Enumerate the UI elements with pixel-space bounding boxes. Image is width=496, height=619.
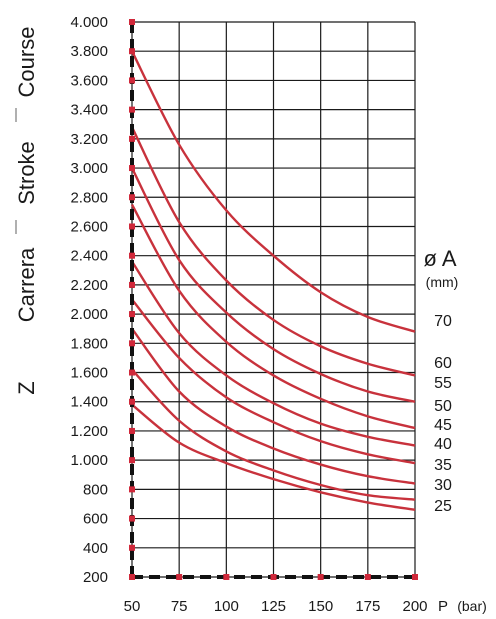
y-tick-label: 3.600	[70, 72, 108, 89]
x-axis-marker	[412, 574, 418, 580]
x-axis-marker	[317, 574, 324, 580]
y-tick-label: 1.000	[70, 452, 108, 469]
curve-series-25	[131, 403, 416, 512]
y-tick-label: 2.600	[70, 218, 108, 235]
series-label-60: 60	[434, 355, 452, 372]
curve-series-45	[130, 260, 416, 447]
x-tick-label: 175	[355, 598, 380, 615]
y-axis-marker	[129, 398, 135, 405]
series-labels: 70 60 55 50 45 40 35 30 25	[434, 313, 452, 515]
y-axis-marker	[129, 252, 135, 259]
grid	[131, 21, 416, 578]
y-axis-title-carrera: Carrera	[14, 247, 39, 322]
y-axis-marker	[129, 544, 135, 551]
legend-title-unit: (mm)	[426, 274, 459, 290]
y-axis-marker	[129, 340, 135, 347]
curve-series-40	[131, 298, 416, 465]
y-tick-label: 2.400	[70, 248, 108, 265]
y-axis-marker	[129, 457, 135, 464]
y-axis-marker	[129, 135, 135, 142]
series-label-70: 70	[434, 313, 452, 330]
y-tick-label: 4.000	[70, 14, 108, 31]
y-tick-label: 2.000	[70, 306, 108, 323]
legend-title-symbol: ø A	[423, 246, 456, 271]
y-axis-marker	[129, 369, 135, 376]
curve-series-50	[130, 203, 416, 430]
y-tick-label: 800	[83, 481, 108, 498]
x-tick-label: 100	[214, 598, 239, 615]
y-axis-marker	[129, 106, 135, 113]
x-axis-title-unit: (bar)	[457, 598, 487, 614]
curve-series-35	[131, 327, 416, 485]
series-label-25: 25	[434, 498, 452, 515]
curves	[130, 50, 416, 512]
x-axis-marker	[270, 574, 277, 580]
y-axis-title-z: Z	[14, 381, 39, 394]
y-tick-label: 1.800	[70, 335, 108, 352]
y-tick-label: 2.800	[70, 189, 108, 206]
x-axis-marker	[223, 574, 230, 580]
curve-series-70	[130, 50, 416, 333]
y-axis-title-course: Course	[14, 27, 39, 98]
curve-series-30	[131, 368, 416, 501]
y-axis-title: Z Carrera Stroke Course	[14, 27, 39, 395]
y-tick-label: 3.800	[70, 43, 108, 60]
y-tick-label: 200	[83, 569, 108, 586]
y-tick-label: 600	[83, 511, 108, 528]
y-tick-label: 1.400	[70, 394, 108, 411]
x-tick-label: 125	[261, 598, 286, 615]
series-label-45: 45	[434, 417, 452, 434]
series-label-55: 55	[434, 375, 452, 392]
y-tick-label: 3.200	[70, 131, 108, 148]
x-axis-title-symbol: P	[438, 598, 448, 615]
y-tick-label: 2.200	[70, 277, 108, 294]
y-tick-label: 400	[83, 540, 108, 557]
series-label-40: 40	[434, 436, 452, 453]
y-axis-marker	[129, 194, 135, 201]
y-tick-label: 1.600	[70, 365, 108, 382]
tick-labels: 200 400 600 800 1.000 1.200 1.400 1.600 1.800 2.0…	[70, 14, 427, 615]
y-axis-marker	[129, 311, 135, 318]
y-tick-label: 3.400	[70, 102, 108, 119]
y-tick-label: 3.000	[70, 160, 108, 177]
y-axis-marker	[129, 515, 135, 522]
y-axis-marker	[129, 77, 135, 84]
curve-series-60	[130, 126, 416, 377]
x-axis-marker	[176, 574, 183, 580]
y-axis-marker	[129, 486, 135, 493]
x-tick-label: 150	[308, 598, 333, 615]
axes	[129, 19, 418, 580]
series-label-50: 50	[434, 398, 452, 415]
y-tick-label: 1.200	[70, 423, 108, 440]
x-tick-label: 50	[124, 598, 141, 615]
x-axis-marker	[129, 574, 135, 580]
x-tick-label: 75	[171, 598, 188, 615]
y-axis-marker	[129, 165, 135, 172]
y-axis-marker	[129, 48, 135, 55]
y-axis-marker	[129, 223, 135, 230]
curve-series-55	[130, 167, 416, 403]
x-axis-marker	[364, 574, 371, 580]
x-tick-label: 200	[402, 598, 427, 615]
y-axis-title-stroke: Stroke	[14, 141, 39, 205]
series-label-35: 35	[434, 457, 452, 474]
y-axis-marker	[129, 281, 135, 288]
y-axis-marker	[129, 19, 135, 25]
y-axis-marker	[129, 427, 135, 434]
series-label-30: 30	[434, 477, 452, 494]
